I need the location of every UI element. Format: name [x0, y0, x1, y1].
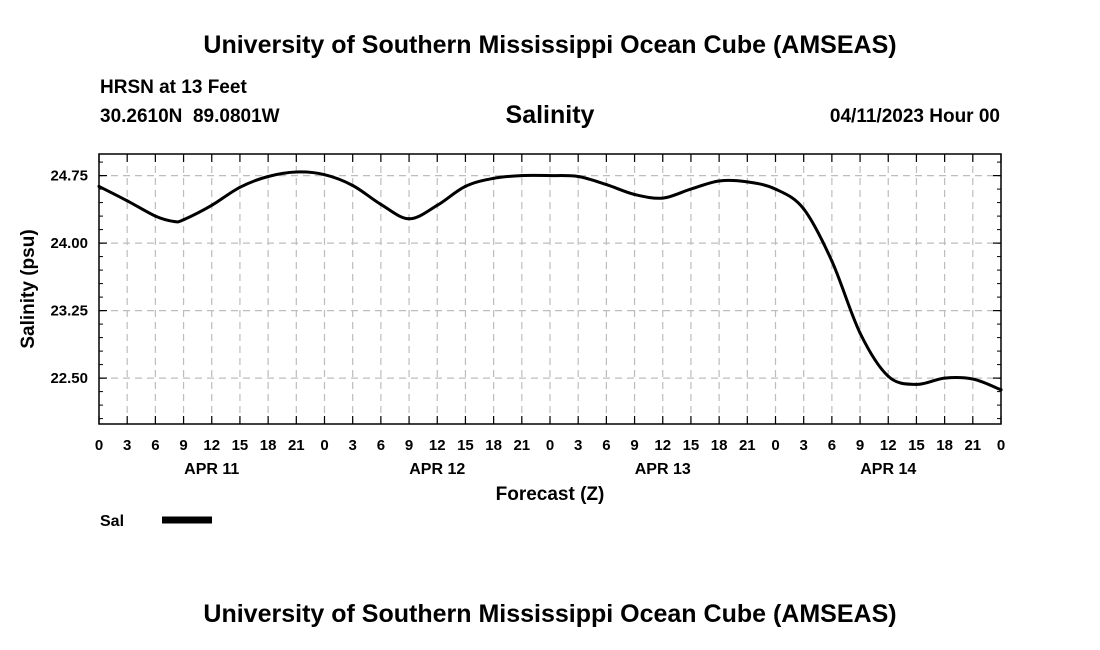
plot-frame	[98, 153, 1002, 425]
x-tick-label: 6	[151, 437, 159, 454]
x-tick-label: 6	[377, 437, 385, 454]
data-point	[407, 217, 411, 221]
data-point	[689, 187, 693, 191]
x-tick-label: 0	[95, 437, 103, 454]
axis-labels: 0 3 6 9 12 15 18 21 0 3 6 9 12 15 18 21 0 3 6 9 12 15 18 21 0 3 6 9…	[50, 168, 1005, 478]
y-tick-label: 22.50	[50, 370, 88, 387]
day-label: APR 13	[635, 461, 691, 478]
data-point	[238, 185, 242, 189]
station-label: HRSN at 13 Feet	[100, 77, 247, 98]
day-label: APR 12	[409, 461, 465, 478]
data-point	[182, 218, 186, 222]
data-point	[858, 331, 862, 335]
data-point	[294, 170, 298, 174]
data-point	[125, 199, 129, 203]
x-tick-label: 12	[654, 437, 671, 454]
data-point	[943, 376, 947, 380]
x-tick-label: 3	[800, 437, 808, 454]
x-tick-label: 18	[260, 437, 277, 454]
y-axis-title: Salinity (psu)	[18, 229, 39, 348]
data-point	[463, 184, 467, 188]
data-point	[548, 174, 552, 178]
data-point	[717, 179, 721, 183]
x-tick-label: 12	[880, 437, 897, 454]
x-tick-label: 18	[936, 437, 953, 454]
data-point	[379, 202, 383, 206]
x-tick-label: 9	[179, 437, 187, 454]
x-tick-label: 9	[405, 437, 413, 454]
grid-lines	[99, 154, 1001, 424]
data-point	[604, 183, 608, 187]
x-tick-label: 0	[546, 437, 554, 454]
data-point	[886, 374, 890, 378]
data-point	[802, 207, 806, 211]
series-line-sal	[97, 170, 1003, 392]
y-tick-label: 24.75	[50, 168, 88, 185]
data-point	[745, 180, 749, 184]
data-point	[520, 174, 524, 178]
x-tick-label: 18	[711, 437, 728, 454]
x-tick-label: 21	[288, 437, 305, 454]
x-tick-label: 6	[828, 437, 836, 454]
x-tick-label: 18	[485, 437, 502, 454]
x-tick-label: 3	[349, 437, 357, 454]
coordinates-label: 30.2610N 89.0801W	[100, 106, 280, 127]
data-point	[971, 377, 975, 381]
x-tick-label: 3	[574, 437, 582, 454]
x-tick-label: 0	[771, 437, 779, 454]
day-label: APR 14	[860, 461, 916, 478]
data-point	[153, 214, 157, 218]
data-point	[351, 184, 355, 187]
x-tick-label: 15	[683, 437, 700, 454]
x-tick-label: 15	[232, 437, 249, 454]
x-tick-label: 9	[856, 437, 864, 454]
x-tick-label: 3	[123, 437, 131, 454]
chart-title: Salinity	[505, 101, 595, 129]
data-point	[661, 196, 665, 200]
data-point	[210, 203, 214, 207]
data-point	[774, 187, 777, 191]
x-tick-label: 0	[320, 437, 328, 454]
data-point	[633, 193, 637, 196]
y-tick-label: 23.25	[50, 303, 88, 320]
x-tick-label: 15	[908, 437, 925, 454]
x-tick-label: 6	[602, 437, 610, 454]
x-tick-label: 21	[513, 437, 530, 454]
forecast-date-label: 04/11/2023 Hour 00	[829, 106, 1000, 127]
x-tick-label: 9	[630, 437, 638, 454]
header-title: University of Southern Mississippi Ocean…	[203, 31, 897, 59]
x-tick-label: 21	[739, 437, 756, 454]
data-point	[172, 220, 176, 223]
data-point	[492, 176, 496, 180]
x-tick-label: 0	[997, 437, 1005, 454]
x-tick-label: 12	[429, 437, 446, 454]
x-tick-label: 21	[964, 437, 981, 454]
legend-label: Sal	[100, 513, 124, 530]
data-point	[576, 175, 580, 178]
x-axis-title: Forecast (Z)	[496, 484, 605, 505]
x-tick-label: 15	[457, 437, 474, 454]
data-point	[323, 173, 326, 177]
data-point	[435, 203, 439, 207]
data-point	[266, 175, 270, 178]
footer-title: University of Southern Mississippi Ocean…	[203, 600, 897, 628]
data-point	[830, 259, 834, 263]
day-label: APR 11	[184, 461, 239, 478]
y-tick-label: 24.00	[50, 235, 88, 252]
data-point	[914, 382, 918, 386]
x-tick-label: 12	[203, 437, 220, 454]
